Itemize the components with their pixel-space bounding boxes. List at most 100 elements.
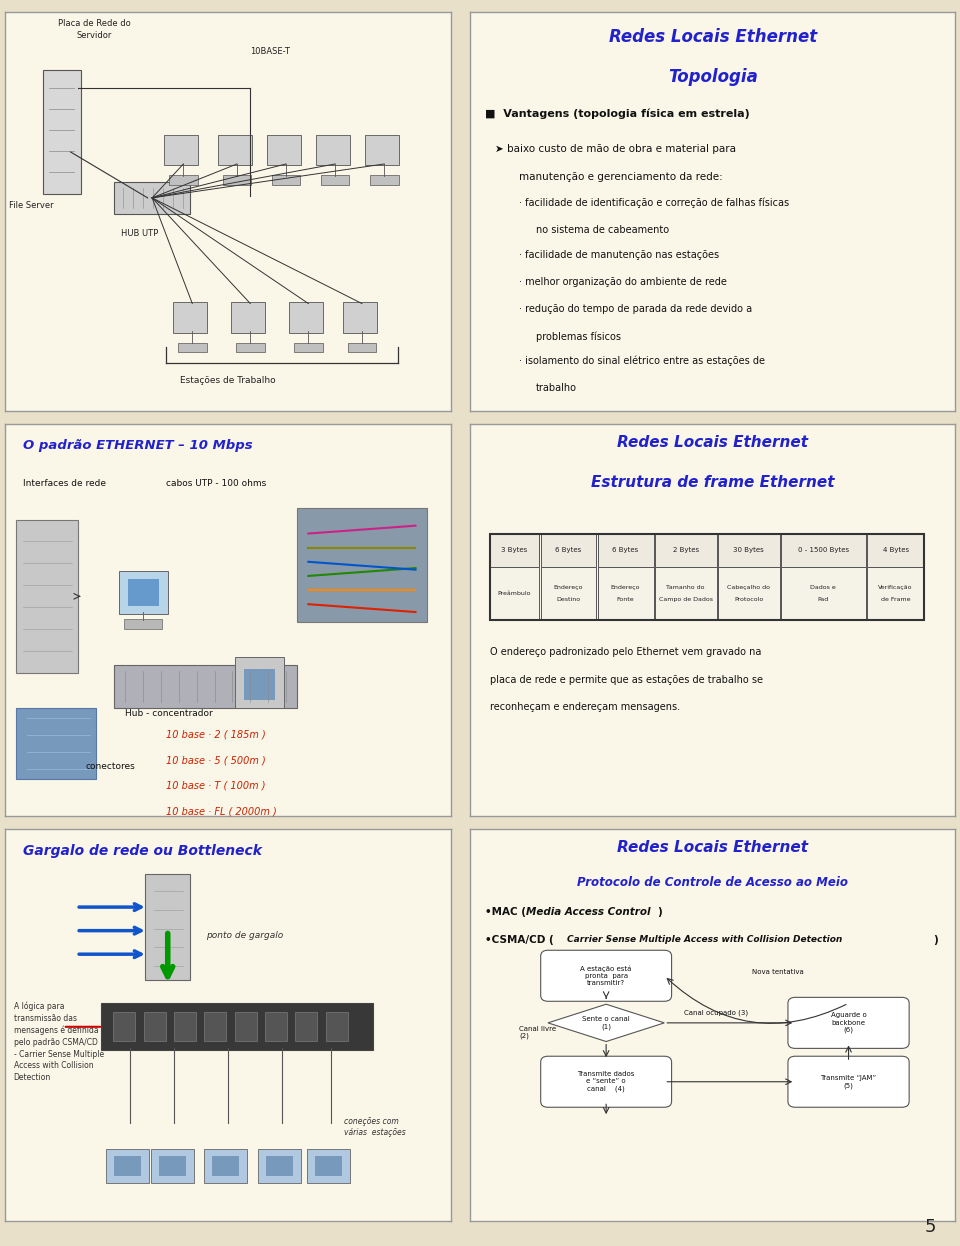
Text: Dados e: Dados e — [810, 586, 836, 591]
FancyBboxPatch shape — [788, 1057, 909, 1108]
Text: 6 Bytes: 6 Bytes — [555, 547, 582, 553]
Text: conectores: conectores — [85, 763, 135, 771]
FancyBboxPatch shape — [348, 343, 376, 353]
Text: 4 Bytes: 4 Bytes — [882, 547, 908, 553]
FancyBboxPatch shape — [173, 303, 207, 333]
Text: A lógica para
transmissão das
mensagens é definida
pelo padrão CSMA/CD
- Carrier: A lógica para transmissão das mensagens … — [13, 1002, 104, 1083]
FancyBboxPatch shape — [16, 708, 96, 779]
Text: Campo de Dados: Campo de Dados — [659, 597, 712, 602]
FancyBboxPatch shape — [234, 657, 284, 708]
FancyBboxPatch shape — [781, 567, 866, 621]
Text: · facilidade de identificação e correção de falhas físicas: · facilidade de identificação e correção… — [518, 198, 789, 208]
FancyBboxPatch shape — [244, 669, 275, 700]
Text: Cabeçalho do: Cabeçalho do — [727, 586, 770, 591]
FancyBboxPatch shape — [218, 135, 252, 166]
Text: Redes Locais Ethernet: Redes Locais Ethernet — [609, 29, 817, 46]
FancyBboxPatch shape — [365, 135, 399, 166]
FancyBboxPatch shape — [298, 508, 426, 622]
FancyBboxPatch shape — [265, 1012, 287, 1042]
Text: trabalho: trabalho — [536, 383, 577, 392]
Text: O endereço padronizado pelo Ethernet vem gravado na: O endereço padronizado pelo Ethernet vem… — [490, 648, 761, 658]
Text: Sente o canal
(1): Sente o canal (1) — [583, 1015, 630, 1029]
FancyBboxPatch shape — [125, 619, 162, 628]
FancyBboxPatch shape — [169, 176, 198, 184]
Text: Interfaces de rede: Interfaces de rede — [23, 480, 106, 488]
FancyBboxPatch shape — [119, 571, 168, 614]
Text: HUB UTP: HUB UTP — [121, 229, 158, 238]
Text: Verificação: Verificação — [878, 586, 913, 591]
FancyBboxPatch shape — [343, 303, 376, 333]
Text: Placa de Rede do: Placa de Rede do — [58, 20, 131, 29]
Text: Preâmbulo: Preâmbulo — [497, 591, 531, 596]
Text: ): ) — [657, 907, 661, 917]
Text: Canal livre
(2): Canal livre (2) — [518, 1025, 556, 1039]
Text: Endereço: Endereço — [554, 586, 583, 591]
FancyBboxPatch shape — [540, 951, 672, 1002]
FancyBboxPatch shape — [114, 182, 190, 214]
FancyBboxPatch shape — [128, 578, 158, 606]
Text: A estação está
pronta  para
transmitir?: A estação está pronta para transmitir? — [581, 966, 632, 987]
FancyBboxPatch shape — [540, 533, 596, 567]
Text: Redes Locais Ethernet: Redes Locais Ethernet — [617, 435, 808, 450]
Text: O padrão ETHERNET – 10 Mbps: O padrão ETHERNET – 10 Mbps — [23, 440, 252, 452]
Text: Endereço: Endereço — [611, 586, 640, 591]
Text: Fonte: Fonte — [616, 597, 635, 602]
FancyBboxPatch shape — [296, 1012, 318, 1042]
Text: Nova tentativa: Nova tentativa — [752, 969, 804, 974]
FancyBboxPatch shape — [868, 533, 924, 567]
Text: Transmite “JAM”
(5): Transmite “JAM” (5) — [821, 1075, 876, 1089]
Text: reconheçam e endereçam mensagens.: reconheçam e endereçam mensagens. — [490, 703, 680, 713]
FancyBboxPatch shape — [655, 533, 717, 567]
Text: placa de rede e permite que as estações de trabalho se: placa de rede e permite que as estações … — [490, 675, 763, 685]
Text: 10 base · T ( 100m ): 10 base · T ( 100m ) — [165, 781, 265, 791]
Text: Protocolo de Controle de Acesso ao Meio: Protocolo de Controle de Acesso ao Meio — [577, 876, 849, 888]
Text: Estações de Trabalho: Estações de Trabalho — [180, 376, 276, 385]
Text: cabos UTP - 100 ohms: cabos UTP - 100 ohms — [165, 480, 266, 488]
FancyBboxPatch shape — [316, 135, 349, 166]
Text: no sistema de cabeamento: no sistema de cabeamento — [536, 226, 669, 235]
FancyBboxPatch shape — [144, 1012, 165, 1042]
FancyBboxPatch shape — [267, 135, 300, 166]
Text: Carrier Sense Multiple Access with Collision Detection: Carrier Sense Multiple Access with Colli… — [567, 934, 843, 943]
Text: 2 Bytes: 2 Bytes — [673, 547, 699, 553]
Text: •MAC (: •MAC ( — [485, 907, 526, 917]
Text: 10BASE-T: 10BASE-T — [251, 47, 290, 56]
FancyBboxPatch shape — [174, 1012, 196, 1042]
Text: 5: 5 — [924, 1219, 936, 1236]
FancyBboxPatch shape — [145, 873, 190, 979]
FancyBboxPatch shape — [655, 567, 717, 621]
Text: 10 base · FL ( 2000m ): 10 base · FL ( 2000m ) — [165, 806, 276, 816]
FancyBboxPatch shape — [868, 567, 924, 621]
Text: Estrutura de frame Ethernet: Estrutura de frame Ethernet — [591, 475, 834, 490]
FancyBboxPatch shape — [204, 1012, 227, 1042]
Text: 10 base · 2 ( 185m ): 10 base · 2 ( 185m ) — [165, 730, 265, 740]
Text: · facilidade de manutenção nas estações: · facilidade de manutenção nas estações — [518, 249, 719, 259]
Text: Canal ocupado (3): Canal ocupado (3) — [684, 1009, 748, 1015]
FancyBboxPatch shape — [16, 520, 79, 673]
Text: 10 base · 5 ( 500m ): 10 base · 5 ( 500m ) — [165, 755, 265, 765]
FancyBboxPatch shape — [718, 533, 780, 567]
FancyBboxPatch shape — [204, 1149, 247, 1182]
FancyBboxPatch shape — [540, 567, 596, 621]
FancyBboxPatch shape — [236, 343, 265, 353]
FancyBboxPatch shape — [321, 176, 349, 184]
Text: ■  Vantagens (topologia física em estrela): ■ Vantagens (topologia física em estrela… — [485, 108, 750, 118]
FancyBboxPatch shape — [113, 1012, 135, 1042]
Text: Protocolo: Protocolo — [734, 597, 763, 602]
Text: Aguarde o
backbone
(6): Aguarde o backbone (6) — [830, 1012, 867, 1033]
FancyBboxPatch shape — [307, 1149, 349, 1182]
FancyBboxPatch shape — [114, 1156, 141, 1176]
Text: problemas físicos: problemas físicos — [536, 331, 621, 341]
Text: Media Access Control: Media Access Control — [526, 907, 651, 917]
Text: Hub - concentrador: Hub - concentrador — [126, 709, 213, 718]
FancyBboxPatch shape — [370, 176, 398, 184]
Text: ): ) — [933, 934, 938, 944]
Text: Gargalo de rede ou Bottleneck: Gargalo de rede ou Bottleneck — [23, 845, 262, 858]
Text: 30 Bytes: 30 Bytes — [733, 547, 764, 553]
FancyBboxPatch shape — [718, 567, 780, 621]
Text: de Frame: de Frame — [881, 597, 910, 602]
Text: · melhor organização do ambiente de rede: · melhor organização do ambiente de rede — [518, 277, 727, 287]
FancyBboxPatch shape — [490, 533, 540, 567]
Text: Redes Locais Ethernet: Redes Locais Ethernet — [617, 840, 808, 855]
Text: ➤ baixo custo de mão de obra e material para: ➤ baixo custo de mão de obra e material … — [494, 145, 735, 155]
